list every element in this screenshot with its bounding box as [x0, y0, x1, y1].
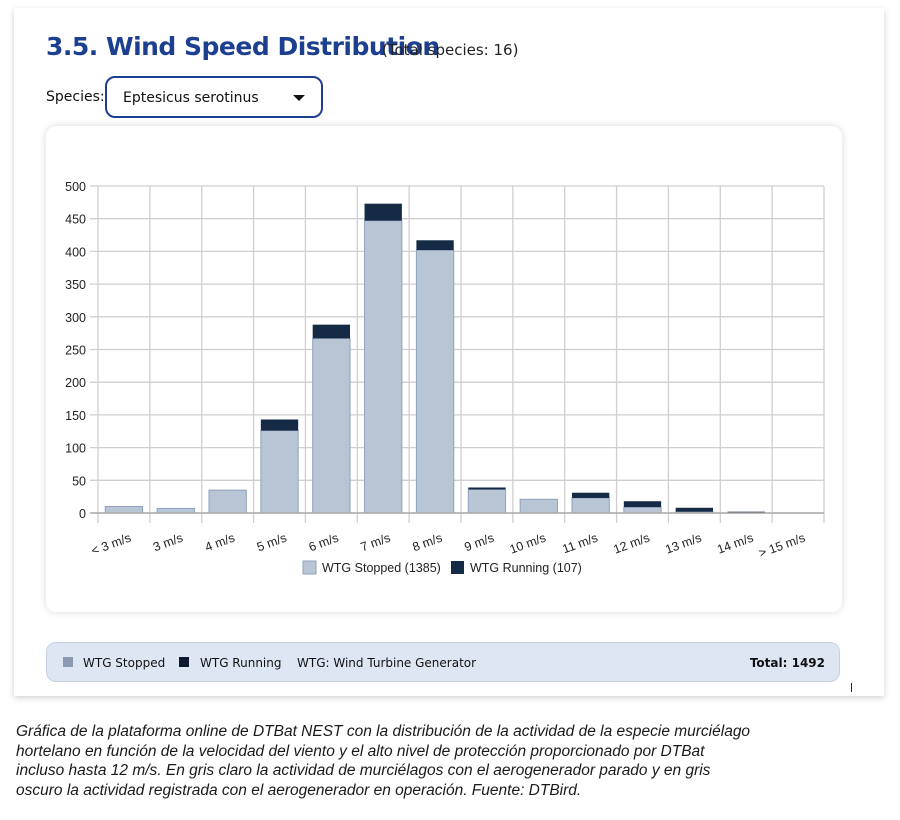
text-cursor — [851, 683, 852, 692]
stopped-swatch-icon — [63, 657, 73, 667]
total-species-count: (Total species: 16) — [382, 41, 519, 59]
species-label: Species: — [46, 89, 105, 105]
bar-wtg-running — [468, 487, 506, 490]
x-tick-label: 8 m/s — [411, 531, 445, 555]
x-tick-label: < 3 m/s — [89, 531, 133, 558]
page-title: 3.5. Wind Speed Distribution — [46, 32, 440, 61]
bar-wtg-stopped — [623, 506, 662, 514]
bar-wtg-stopped — [364, 220, 403, 514]
footer-running-label: WTG Running — [200, 656, 282, 670]
wind-speed-bar-chart: 0 50 100 150 200 250 300 350 400 450 500 < 3 m/s 3 m… — [65, 180, 825, 575]
y-tick-label: 400 — [65, 245, 86, 259]
y-tick-label: 200 — [65, 376, 86, 390]
footer-note: WTG: Wind Turbine Generator — [297, 656, 477, 670]
bar-wtg-running — [675, 507, 714, 512]
x-tick-label: 6 m/s — [307, 531, 341, 555]
x-tick-label: 10 m/s — [508, 531, 548, 557]
caption-line: oscuro la actividad registrada con el ae… — [16, 781, 582, 799]
y-tick-label: 500 — [65, 180, 86, 194]
footer-stopped-label: WTG Stopped — [83, 656, 166, 670]
bar-wtg-running — [312, 324, 351, 339]
y-tick-label: 300 — [65, 311, 86, 325]
species-dropdown[interactable]: Eptesicus serotinus — [105, 76, 323, 118]
x-tick-label: 7 m/s — [359, 531, 393, 555]
y-tick-label: 350 — [65, 278, 86, 292]
bar-wtg-stopped — [104, 505, 144, 514]
y-tick-label: 100 — [65, 442, 86, 456]
legend-running-swatch-icon — [451, 561, 464, 574]
total-count: Total: 1492 — [749, 656, 825, 670]
bar-wtg-stopped — [571, 497, 610, 514]
bar-wtg-stopped — [467, 488, 507, 514]
chart-card: 0 50 100 150 200 250 300 350 400 450 500 < 3 m/s 3 m… — [46, 126, 842, 612]
x-tick-label: 13 m/s — [663, 531, 703, 557]
bar-wtg-stopped — [312, 337, 351, 514]
x-tick-label: 12 m/s — [611, 531, 651, 557]
bar-wtg-stopped — [415, 249, 455, 514]
y-tick-label: 50 — [72, 474, 86, 488]
x-tick-label: 3 m/s — [151, 531, 185, 555]
x-tick-label: 11 m/s — [560, 531, 599, 557]
running-swatch-icon — [179, 657, 189, 667]
bar-wtg-running — [416, 240, 454, 251]
y-tick-label: 150 — [65, 409, 86, 423]
legend-stopped-label: WTG Stopped (1385) — [322, 561, 441, 575]
figure-caption: Gráfica de la plataforma online de DTBat… — [16, 722, 886, 800]
bar-wtg-running — [571, 492, 610, 498]
caption-line: Gráfica de la plataforma online de DTBat… — [16, 723, 751, 740]
bar-wtg-stopped — [208, 489, 247, 514]
caption-line: hortelano en función de la velocidad del… — [16, 742, 705, 760]
chevron-down-icon — [293, 95, 305, 101]
legend-stopped-swatch-icon — [302, 560, 317, 575]
bar-wtg-running — [623, 501, 662, 508]
x-tick-label: 5 m/s — [255, 531, 289, 555]
x-tick-label: > 15 m/s — [757, 531, 807, 561]
bar-wtg-running — [364, 203, 402, 221]
species-selected-value: Eptesicus serotinus — [123, 90, 259, 106]
caption-line: incluso hasta 12 m/s. En gris claro la a… — [16, 762, 711, 779]
x-tick-label: 9 m/s — [462, 531, 496, 555]
legend-running-label: WTG Running (107) — [470, 561, 582, 575]
x-tick-label: 4 m/s — [203, 531, 237, 555]
bar-wtg-stopped — [519, 498, 558, 514]
x-tick-label: 14 m/s — [715, 531, 755, 557]
y-tick-label: 0 — [79, 507, 86, 521]
bar-wtg-stopped — [260, 430, 299, 514]
bar-wtg-running — [260, 419, 299, 431]
y-tick-label: 250 — [65, 344, 86, 358]
y-tick-label: 450 — [65, 213, 86, 227]
summary-bar: WTG Stopped WTG Running WTG: Wind Turbin… — [46, 642, 840, 682]
